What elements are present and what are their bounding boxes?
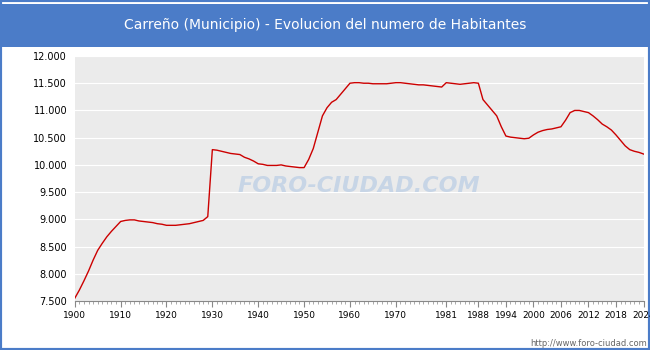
Text: Carreño (Municipio) - Evolucion del numero de Habitantes: Carreño (Municipio) - Evolucion del nume… — [124, 18, 526, 33]
Text: FORO-CIUDAD.COM: FORO-CIUDAD.COM — [238, 176, 480, 196]
Text: http://www.foro-ciudad.com: http://www.foro-ciudad.com — [530, 339, 647, 348]
